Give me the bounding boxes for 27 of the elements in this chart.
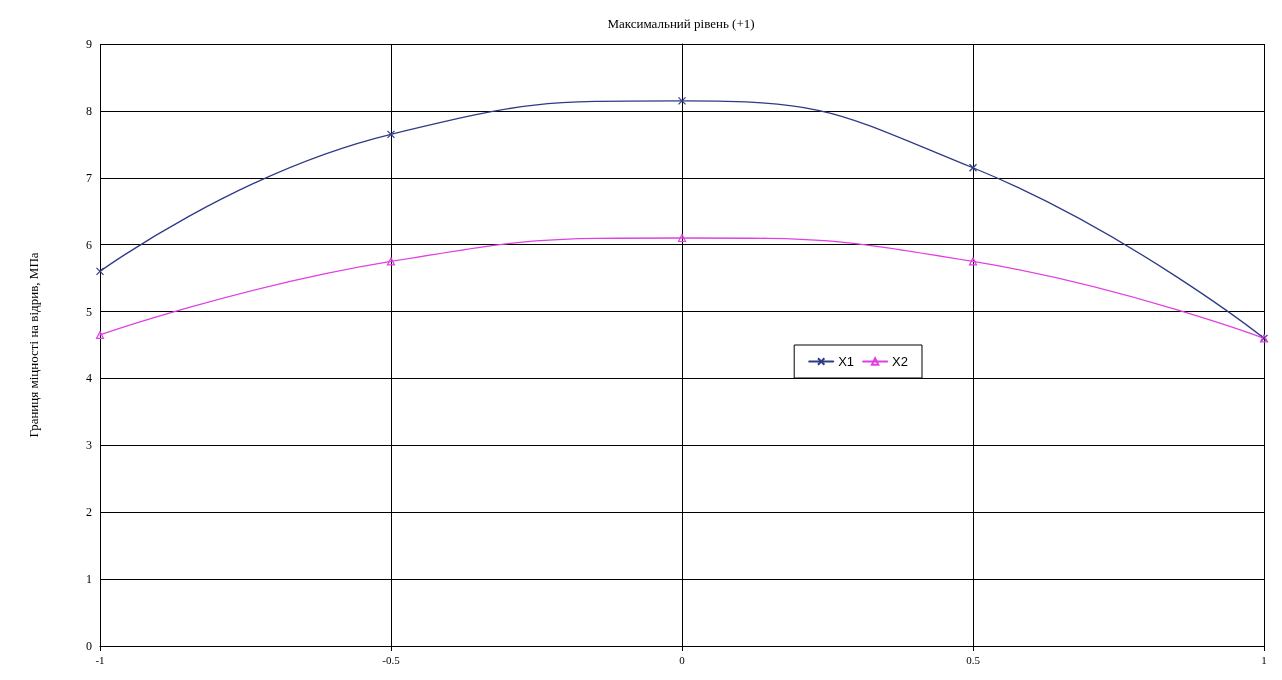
point xyxy=(386,257,396,266)
y-axis-title: Границя міцності на відрив, МПа xyxy=(26,252,41,438)
y-tick-label: 1 xyxy=(86,572,92,587)
chart-title: Максимальний рівень (+1) xyxy=(607,16,755,31)
x-tick-label: 0.5 xyxy=(966,653,981,666)
x-tick-label: 0 xyxy=(679,653,686,666)
x-tick-label: -1 xyxy=(95,653,105,666)
y-tick-label: 7 xyxy=(86,170,92,185)
point xyxy=(968,163,978,172)
y-tick-label: 9 xyxy=(86,37,92,51)
point xyxy=(677,233,687,243)
point xyxy=(677,96,687,105)
point xyxy=(386,130,396,139)
y-tick-label: 6 xyxy=(86,237,92,252)
point xyxy=(95,267,105,276)
y-tick-label: 2 xyxy=(86,505,92,520)
y-tick-label: 0 xyxy=(86,639,92,653)
legend-label: X2 xyxy=(892,354,909,369)
legend-label: X1 xyxy=(838,354,855,369)
x-tick-label: 1 xyxy=(1261,653,1267,666)
point xyxy=(95,330,105,340)
point xyxy=(968,257,978,266)
y-tick-label: 3 xyxy=(86,438,92,453)
x-tick-label: -0.5 xyxy=(382,653,401,666)
y-tick-label: 5 xyxy=(86,304,92,319)
y-tick-label: 8 xyxy=(86,103,92,118)
y-tick-label: 4 xyxy=(86,371,92,386)
